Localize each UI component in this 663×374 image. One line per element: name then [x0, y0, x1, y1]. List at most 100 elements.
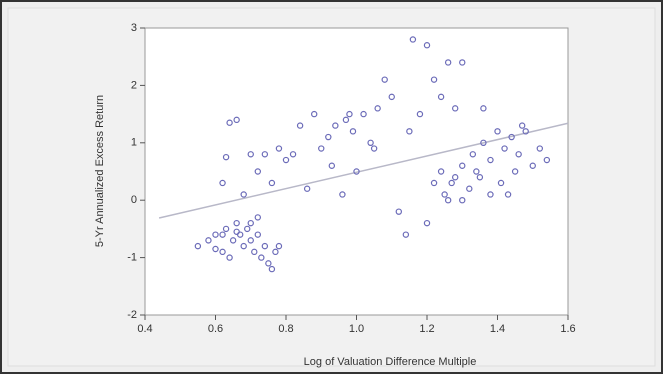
point — [430, 76, 438, 83]
point — [261, 151, 269, 158]
point — [261, 242, 269, 250]
point — [459, 196, 466, 204]
point — [367, 139, 374, 146]
point — [325, 133, 332, 141]
point — [229, 237, 237, 244]
point — [268, 179, 276, 187]
point — [282, 156, 290, 164]
point — [339, 191, 346, 198]
point — [497, 179, 505, 187]
point — [416, 110, 424, 118]
point — [406, 128, 413, 135]
point — [518, 122, 526, 129]
y-tick-label: 2 — [131, 79, 137, 91]
point — [444, 59, 452, 66]
point — [233, 228, 240, 235]
point — [247, 237, 254, 244]
point — [459, 59, 466, 66]
point — [476, 174, 484, 181]
point — [247, 151, 254, 158]
point — [244, 225, 251, 233]
point — [441, 191, 448, 198]
point — [275, 242, 283, 250]
point — [487, 156, 494, 164]
point — [409, 36, 417, 43]
point — [469, 151, 477, 158]
point — [233, 116, 240, 124]
point — [268, 265, 276, 273]
point — [258, 254, 265, 261]
point — [473, 168, 480, 175]
point — [444, 196, 452, 204]
point — [226, 119, 233, 126]
point — [265, 260, 272, 267]
y-tick-label: -2 — [127, 309, 137, 321]
y-axis-label: 5-Yr Annualized Excess Return — [94, 95, 106, 247]
point — [254, 214, 261, 221]
point — [247, 219, 254, 227]
x-tick-label: 1.6 — [560, 323, 575, 335]
point — [395, 208, 402, 215]
point — [303, 185, 311, 192]
point — [459, 162, 466, 169]
point — [536, 145, 544, 152]
point — [205, 237, 212, 244]
point — [487, 191, 494, 198]
point — [423, 42, 431, 49]
plot-area — [144, 27, 569, 316]
point — [275, 145, 283, 152]
point — [504, 191, 512, 198]
point — [370, 145, 378, 152]
point — [437, 93, 445, 101]
point — [452, 174, 459, 181]
point — [353, 168, 360, 175]
x-tick-label: 1.2 — [419, 323, 434, 335]
point — [296, 122, 304, 129]
point — [349, 128, 357, 135]
point — [529, 162, 536, 169]
point — [543, 156, 551, 164]
point — [388, 93, 395, 101]
point — [346, 110, 353, 118]
point — [251, 248, 258, 256]
point — [219, 179, 226, 187]
point — [342, 116, 350, 124]
point — [272, 248, 279, 256]
point — [480, 139, 487, 146]
point — [219, 248, 226, 256]
point — [437, 168, 445, 175]
point — [522, 128, 529, 135]
point — [222, 153, 230, 161]
point — [212, 245, 219, 253]
y-tick-label: -1 — [127, 252, 137, 264]
point — [240, 191, 247, 198]
point — [494, 128, 501, 135]
y-tick-label: 3 — [131, 22, 137, 34]
point — [254, 231, 261, 238]
x-tick-label: 0.4 — [137, 323, 152, 335]
point — [240, 242, 247, 250]
x-axis-label: Log of Valuation Difference Multiple — [304, 356, 477, 368]
point — [254, 168, 261, 175]
point — [511, 168, 519, 175]
point — [452, 105, 459, 112]
point — [515, 151, 522, 158]
point — [501, 145, 508, 152]
trend-line — [158, 122, 569, 219]
x-tick-label: 1.4 — [490, 323, 505, 335]
point — [233, 219, 240, 227]
point — [219, 231, 226, 238]
point — [226, 254, 233, 261]
x-tick-label: 0.8 — [278, 323, 293, 335]
point — [328, 162, 336, 169]
point — [466, 185, 473, 192]
point — [423, 219, 431, 227]
y-tick-label: 1 — [131, 137, 137, 149]
point — [430, 179, 438, 187]
y-tick-label: 0 — [131, 194, 137, 206]
point — [289, 151, 297, 158]
point — [222, 225, 230, 233]
point — [332, 122, 339, 129]
x-tick-label: 1.0 — [349, 323, 364, 335]
